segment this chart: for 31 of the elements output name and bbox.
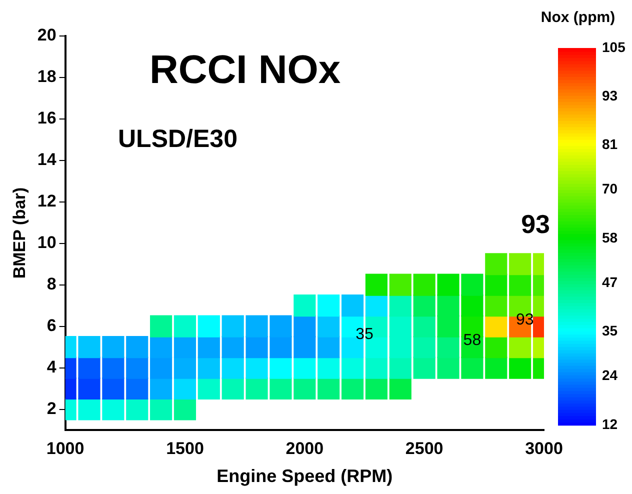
y-tick-label: 14 bbox=[37, 150, 57, 170]
y-tick-label: 8 bbox=[46, 274, 56, 294]
x-tick-label: 1500 bbox=[166, 438, 204, 458]
color-bar-label: 24 bbox=[602, 367, 618, 384]
x-tick-label: 2000 bbox=[286, 438, 324, 458]
y-tick-label: 4 bbox=[46, 357, 57, 376]
y-tick-label: 20 bbox=[37, 26, 56, 45]
annotation: 93 bbox=[521, 209, 550, 240]
color-bar-title: Nox (ppm) bbox=[540, 9, 616, 26]
color-bar-label: 93 bbox=[602, 88, 618, 104]
color-bar-label: 12 bbox=[602, 416, 618, 432]
x-tick-label: 1000 bbox=[46, 438, 84, 458]
y-tick-label: 12 bbox=[37, 192, 56, 211]
x-tick-label: 3000 bbox=[525, 438, 563, 458]
color-bar-label: 70 bbox=[602, 180, 618, 197]
color-bar-label: 58 bbox=[602, 229, 618, 246]
y-tick-label: 10 bbox=[37, 233, 56, 252]
x-tick-label: 2500 bbox=[405, 438, 444, 458]
x-axis-title: Engine Speed (RPM) bbox=[216, 466, 393, 486]
y-tick-label: 18 bbox=[37, 67, 56, 86]
color-bar-label: 105 bbox=[602, 38, 626, 55]
y-axis-title: BMEP (bar) bbox=[10, 187, 29, 279]
annotation: 58 bbox=[463, 332, 482, 350]
text: ULSD/E30 bbox=[118, 124, 238, 153]
y-tick-label: 6 bbox=[46, 316, 56, 336]
color-bar-label: 35 bbox=[602, 322, 618, 339]
color-bar-label: 81 bbox=[602, 136, 618, 152]
color-bar-label: 47 bbox=[602, 274, 618, 290]
y-tick-label: 16 bbox=[37, 108, 56, 128]
chart-title: RCCI NOx bbox=[149, 48, 341, 92]
y-tick-label: 2 bbox=[46, 398, 56, 418]
